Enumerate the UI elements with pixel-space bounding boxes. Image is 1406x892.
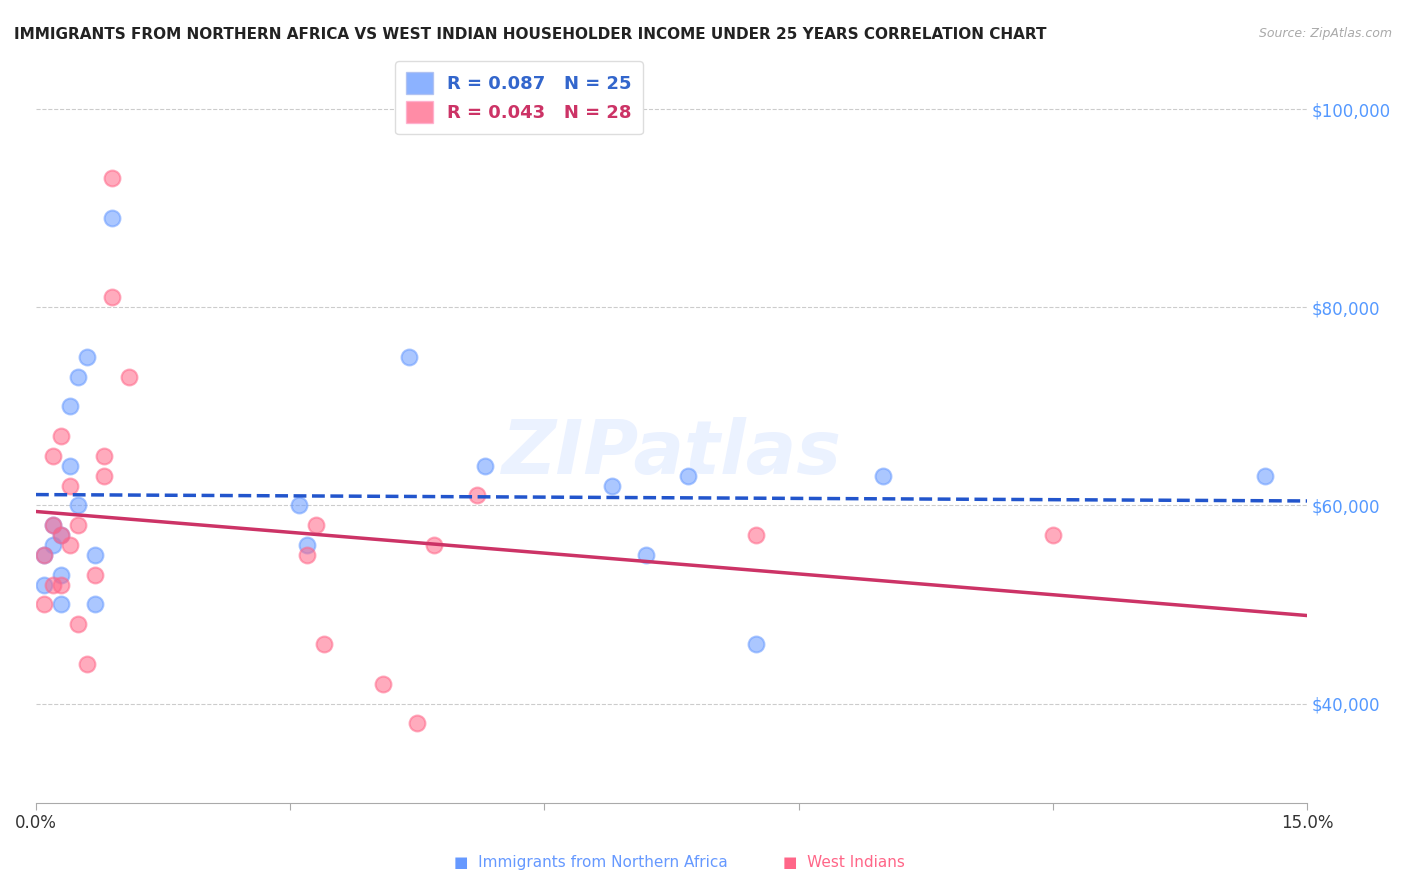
Point xyxy=(34,598,56,612)
Point xyxy=(872,468,894,483)
Point xyxy=(59,538,82,552)
Point xyxy=(51,429,73,443)
Point xyxy=(1042,528,1064,542)
Point xyxy=(34,548,56,562)
Point xyxy=(745,528,768,542)
Point xyxy=(295,538,318,552)
Point xyxy=(42,518,65,533)
Point xyxy=(42,538,65,552)
Point xyxy=(34,577,56,591)
Point xyxy=(398,350,420,364)
Point xyxy=(76,657,98,671)
Point xyxy=(295,548,318,562)
Point xyxy=(42,449,65,463)
Point xyxy=(101,290,124,304)
Point xyxy=(93,468,115,483)
Point xyxy=(59,458,82,473)
Point xyxy=(634,548,657,562)
Point xyxy=(42,577,65,591)
Point xyxy=(304,518,326,533)
Point xyxy=(84,548,107,562)
Point xyxy=(101,211,124,226)
Point xyxy=(51,567,73,582)
Legend: R = 0.087   N = 25, R = 0.043   N = 28: R = 0.087 N = 25, R = 0.043 N = 28 xyxy=(395,62,643,134)
Point xyxy=(59,400,82,414)
Point xyxy=(406,716,429,731)
Point xyxy=(51,577,73,591)
Point xyxy=(34,548,56,562)
Point xyxy=(59,478,82,492)
Point xyxy=(84,598,107,612)
Point xyxy=(51,528,73,542)
Point xyxy=(678,468,700,483)
Point xyxy=(1253,468,1275,483)
Point xyxy=(600,478,623,492)
Point xyxy=(67,369,90,384)
Point xyxy=(373,676,395,690)
Point xyxy=(42,518,65,533)
Text: IMMIGRANTS FROM NORTHERN AFRICA VS WEST INDIAN HOUSEHOLDER INCOME UNDER 25 YEARS: IMMIGRANTS FROM NORTHERN AFRICA VS WEST … xyxy=(14,27,1046,42)
Point xyxy=(67,617,90,632)
Point xyxy=(312,637,335,651)
Point xyxy=(93,449,115,463)
Point xyxy=(287,499,309,513)
Point xyxy=(51,528,73,542)
Text: ■  West Indians: ■ West Indians xyxy=(783,855,904,870)
Point xyxy=(101,171,124,186)
Point xyxy=(465,488,488,502)
Point xyxy=(76,350,98,364)
Point xyxy=(118,369,141,384)
Text: ZIPatlas: ZIPatlas xyxy=(502,417,841,490)
Point xyxy=(84,567,107,582)
Point xyxy=(745,637,768,651)
Text: Source: ZipAtlas.com: Source: ZipAtlas.com xyxy=(1258,27,1392,40)
Point xyxy=(474,458,496,473)
Text: ■  Immigrants from Northern Africa: ■ Immigrants from Northern Africa xyxy=(454,855,727,870)
Point xyxy=(67,499,90,513)
Point xyxy=(67,518,90,533)
Point xyxy=(51,598,73,612)
Point xyxy=(423,538,446,552)
